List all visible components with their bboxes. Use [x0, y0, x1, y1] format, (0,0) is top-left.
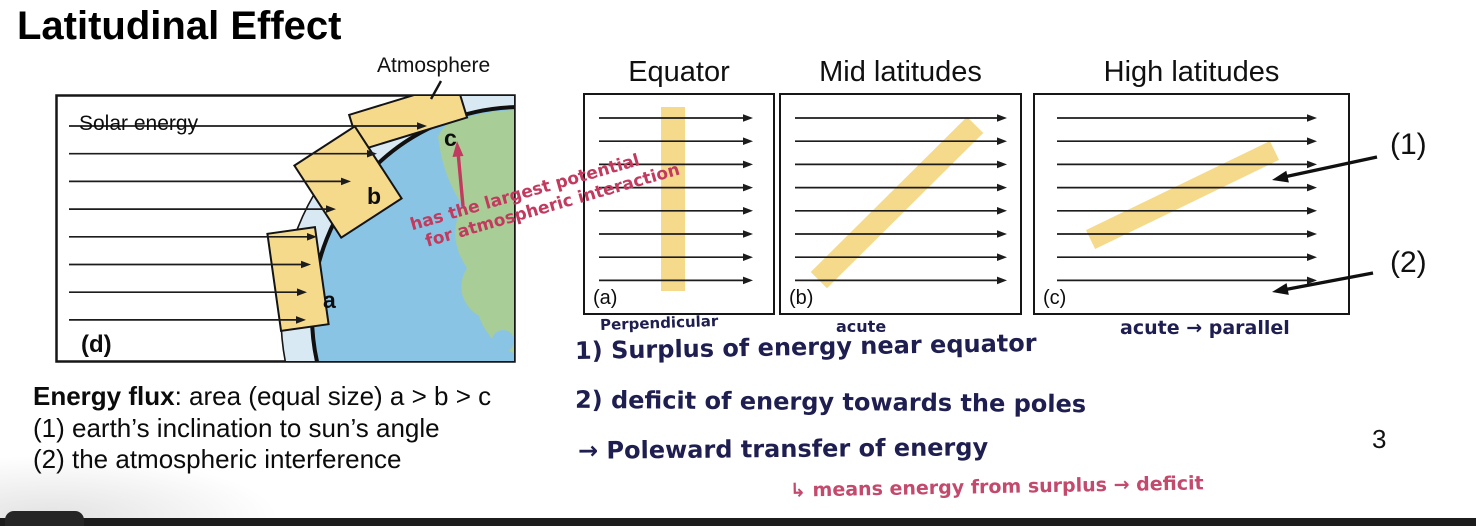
- point-label-a: a: [323, 287, 336, 313]
- figure-label-d: (d): [81, 331, 112, 358]
- atmosphere-label: Atmosphere: [377, 54, 491, 77]
- panel-high-latitudes: (c): [1033, 93, 1350, 320]
- handwritten-acute: acute: [836, 317, 887, 336]
- solar-energy-label: Solar energy: [79, 112, 199, 135]
- ray-arrows-equator: [599, 114, 753, 285]
- callout-label-2: (2): [1390, 246, 1427, 279]
- energy-flux-caption: Energy flux: area (equal size) a > b > c…: [33, 381, 491, 476]
- handwritten-perpendicular: Perpendicular: [599, 311, 719, 335]
- handwritten-deficit-note: 2) deficit of energy towards the poles: [574, 385, 1087, 419]
- panel-label-c: (c): [1043, 287, 1066, 309]
- handwritten-surplus-note: 1) Surplus of energy near equator: [574, 328, 1037, 366]
- panel-label-b: (b): [789, 287, 813, 309]
- handwritten-acute-parallel: acute → parallel: [1120, 317, 1290, 339]
- sunbeam-acute: [810, 116, 984, 289]
- ray-arrows-mid: [795, 114, 1007, 285]
- sunbeam-perpendicular: [661, 107, 685, 291]
- energy-beam-a: [266, 226, 330, 332]
- caption-line-3: (2) the atmospheric interference: [33, 444, 402, 474]
- collapsed-toolbar-tab[interactable]: [5, 511, 84, 526]
- caption-line-1: Energy flux: area (equal size) a > b > c: [33, 381, 491, 413]
- sunbeam-shallow: [1085, 140, 1280, 250]
- callout-label-1: (1): [1390, 128, 1427, 161]
- bottom-bar: [0, 518, 1476, 526]
- panel-title-high-latitudes: High latitudes: [1103, 56, 1280, 88]
- handwritten-poleward-note: → Poleward transfer of energy: [577, 433, 989, 465]
- figure-d-earth-diagram: Solar energy c b a (d): [55, 94, 516, 363]
- caption-line-1-rest: : area (equal size) a > b > c: [174, 381, 492, 411]
- panel-title-mid-latitudes: Mid latitudes: [819, 56, 982, 88]
- lake: [492, 330, 514, 352]
- handwritten-pink-note: ↳ means energy from surplus → deficit: [789, 472, 1204, 502]
- caption-line-2: (1) earth’s inclination to sun’s angle: [33, 412, 440, 443]
- caption-energy-flux-bold: Energy flux: [33, 381, 175, 411]
- panel-equator: (a): [583, 93, 775, 320]
- page-title: Latitudinal Effect: [17, 4, 342, 48]
- ray-arrows-high: [1057, 114, 1317, 285]
- panel-label-a: (a): [593, 287, 617, 309]
- corner-shadow: [0, 455, 280, 518]
- panel-mid-latitudes: (b): [779, 93, 1022, 320]
- page-number: 3: [1372, 424, 1387, 454]
- panel-title-equator: Equator: [628, 56, 730, 88]
- solar-ray-arrows: [69, 122, 427, 324]
- point-label-b: b: [367, 183, 381, 209]
- point-label-c: c: [444, 125, 457, 151]
